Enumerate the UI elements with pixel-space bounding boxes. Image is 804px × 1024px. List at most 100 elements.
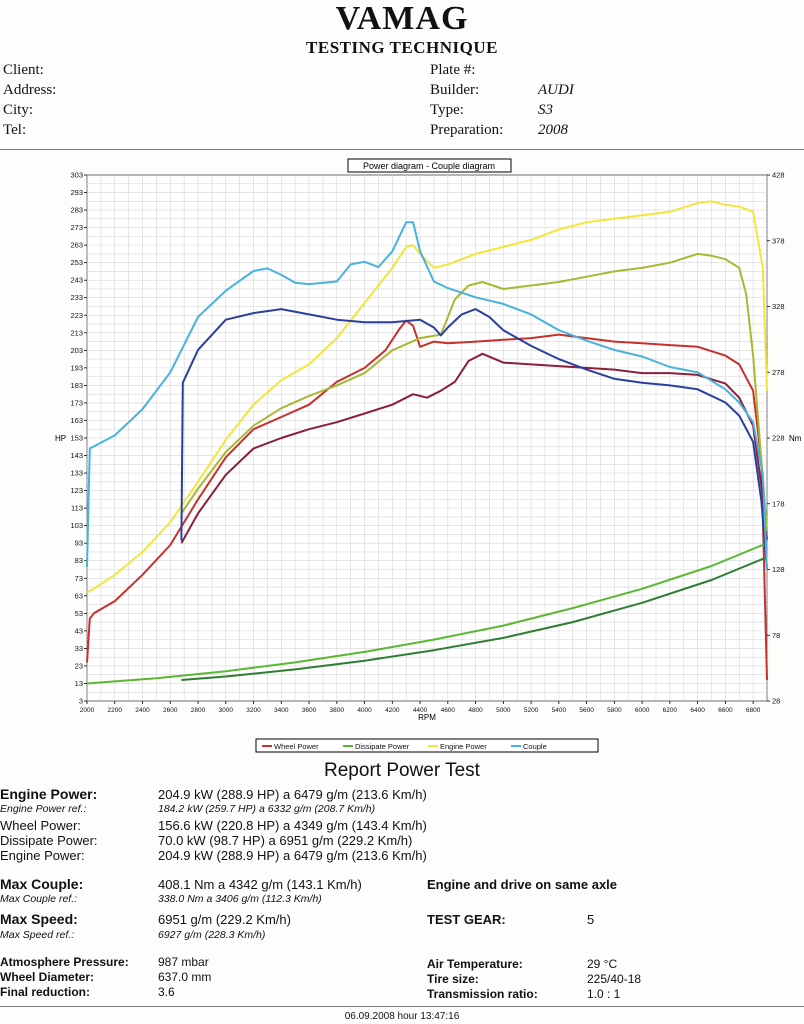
series-dissipate-power-ref [181,556,768,681]
x-tick-label: 4600 [441,707,456,714]
max-couple-ref-label: Max Couple ref.: [0,893,78,905]
max-speed-label: Max Speed: [0,911,78,927]
engine-drive-note: Engine and drive on same axle [427,877,618,892]
y-tick-label: 223 [70,311,83,320]
y2-tick-label: 128 [772,565,785,574]
max-speed-ref-label: Max Speed ref.: [0,929,75,941]
series-couple [86,221,768,570]
y-tick-label: 73 [75,574,83,583]
preparation-label: Preparation: [430,122,504,138]
chart-grid [86,174,768,702]
series-couple-ref [180,308,768,570]
brand-title: VAMAG [335,0,469,37]
y2-tick-label: 328 [772,302,785,311]
x-tick-label: 2200 [108,707,123,714]
y2-tick-label: 278 [772,368,785,377]
y-tick-label: 283 [70,206,83,215]
y-tick-label: 183 [70,381,83,390]
plate-label: Plate #: [430,62,476,78]
y-tick-label: 63 [75,591,83,600]
x-tick-label: 2600 [163,707,178,714]
chart-title: Power diagram - Couple diagram [363,161,495,171]
y-tick-label: 253 [70,258,83,267]
transmission-ratio-label: Transmission ratio: [427,987,538,1001]
legend-label: Wheel Power [274,742,319,751]
y2-axis-label: Nm [789,434,802,443]
x-tick-label: 6800 [746,707,761,714]
x-tick-label: 4000 [357,707,372,714]
y-axis-ticks: 3032932832732632532432332232132031931831… [70,171,87,706]
x-tick-label: 3800 [330,707,345,714]
x-tick-label: 4400 [413,707,428,714]
y-tick-label: 93 [75,539,83,548]
y-tick-label: 23 [75,661,83,670]
atmosphere-pressure-value: 987 mbar [158,955,209,969]
legend-box [255,738,599,753]
power-couple-chart: 3032932832732632532432332232132031931831… [55,158,802,753]
x-tick-label: 5200 [524,707,539,714]
x-tick-label: 2400 [135,707,150,714]
x-tick-label: 5800 [607,707,622,714]
y-tick-label: 153 [70,434,83,443]
y-tick-label: 163 [70,416,83,425]
test-gear-label: TEST GEAR: [427,912,506,927]
y2-tick-label: 78 [772,631,780,640]
engine-power-ref-label: Engine Power ref.: [0,803,87,815]
dissipate-power-label: Dissipate Power: [0,833,98,848]
x-tick-label: 6000 [635,707,650,714]
max-couple-label: Max Couple: [0,876,84,892]
y-tick-label: 213 [70,328,83,337]
y-tick-label: 203 [70,346,83,355]
builder-label: Builder: [430,82,480,98]
x-tick-label: 3000 [219,707,234,714]
series-engine-power-ref [180,252,768,531]
wheel-diameter-label: Wheel Diameter: [0,970,95,984]
y-tick-label: 293 [70,188,83,197]
x-tick-label: 4800 [468,707,483,714]
tire-size-value: 225/40-18 [587,972,642,986]
y-tick-label: 263 [70,241,83,250]
y-tick-label: 173 [70,398,83,407]
client-label: Client: [3,62,44,78]
x-axis-ticks: 2000 2200 2400 2600 2800 3000 3200 3400 3600 3800… [80,701,761,714]
y-tick-label: 13 [75,679,83,688]
max-couple-ref-value: 338.0 Nm a 3406 g/m (112.3 Km/h) [158,893,322,905]
preparation-value: 2008 [538,122,568,138]
x-tick-label: 3200 [246,707,261,714]
y-tick-label: 53 [75,609,83,618]
legend-label: Dissipate Power [355,742,410,751]
test-gear-value: 5 [587,912,595,927]
tire-size-label: Tire size: [427,972,479,986]
x-tick-label: 5600 [579,707,594,714]
x-axis-label: RPM [418,713,436,722]
y-tick-label: 193 [70,363,83,372]
y2-tick-label: 378 [772,236,785,245]
air-temperature-value: 29 °C [587,957,618,971]
footer-divider [0,1006,804,1007]
atmosphere-pressure-label: Atmosphere Pressure: [0,955,129,969]
max-couple-value: 408.1 Nm a 4342 g/m (143.1 Km/h) [158,877,362,892]
transmission-ratio-value: 1.0 : 1 [587,987,621,1001]
engine-power-ref-value: 184.2 kW (259.7 HP) a 6332 g/m (208.7 Km… [158,803,376,815]
engine-power-2-label: Engine Power: [0,848,85,863]
y2-tick-label: 178 [772,499,785,508]
chart-legend: Wheel Power Dissipate Power Engine Power Co… [262,742,547,751]
chart-title-box [347,158,512,173]
chart-series [86,200,768,685]
x-tick-label: 3600 [302,707,317,714]
y2-axis-ticks: 428 378 328 278 228 178 128 78 28 [767,171,785,706]
engine-power-value: 204.9 kW (288.9 HP) a 6479 g/m (213.6 Km… [158,787,427,802]
header-divider [0,149,804,150]
wheel-power-label: Wheel Power: [0,818,81,833]
y-tick-label: 103 [70,521,83,530]
y-tick-label: 273 [70,223,83,232]
wheel-diameter-value: 637.0 mm [158,970,212,984]
footer-timestamp: 06.09.2008 hour 13:47:16 [344,1011,460,1022]
y-tick-label: 243 [70,276,83,285]
series-dissipate-power [86,542,768,685]
x-tick-label: 2800 [191,707,206,714]
y-tick-label: 233 [70,293,83,302]
engine-power-label: Engine Power: [0,786,98,802]
y2-tick-label: 28 [772,697,780,706]
legend-label: Couple [523,742,547,751]
